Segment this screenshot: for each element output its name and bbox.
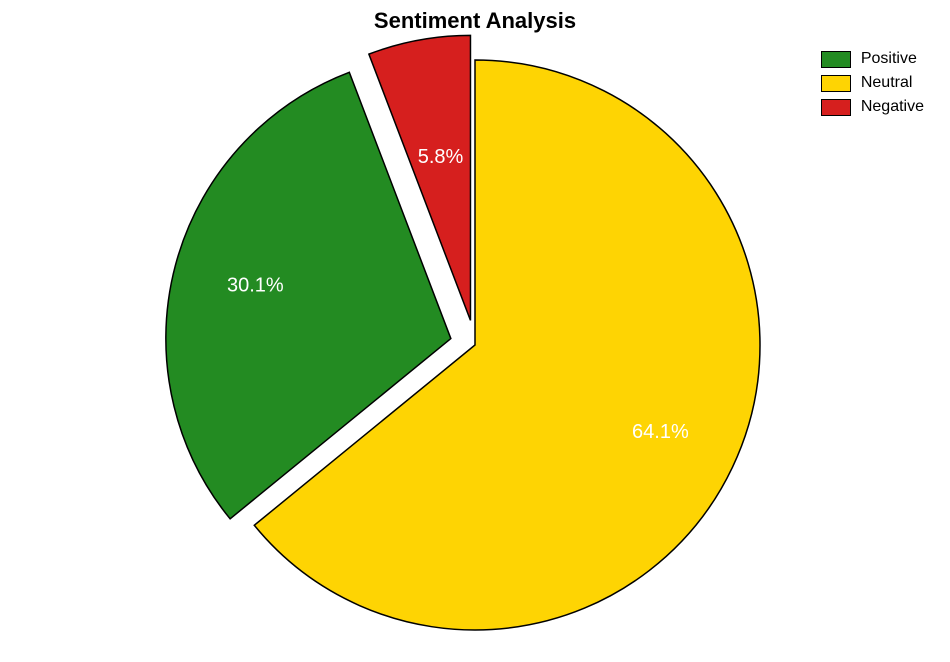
legend-swatch-neutral xyxy=(821,75,851,92)
legend-label-positive: Positive xyxy=(861,50,917,68)
legend-label-negative: Negative xyxy=(861,98,924,116)
legend-swatch-negative xyxy=(821,99,851,116)
legend: Positive Neutral Negative xyxy=(821,47,924,119)
legend-swatch-positive xyxy=(821,51,851,68)
slice-label-neutral: 64.1% xyxy=(632,421,689,443)
slice-label-negative: 5.8% xyxy=(418,146,464,168)
legend-item-positive: Positive xyxy=(821,47,924,71)
legend-label-neutral: Neutral xyxy=(861,74,913,92)
slice-label-positive: 30.1% xyxy=(227,275,284,297)
pie-chart: 64.1% 30.1% 5.8% xyxy=(0,0,950,662)
legend-item-neutral: Neutral xyxy=(821,71,924,95)
legend-item-negative: Negative xyxy=(821,95,924,119)
